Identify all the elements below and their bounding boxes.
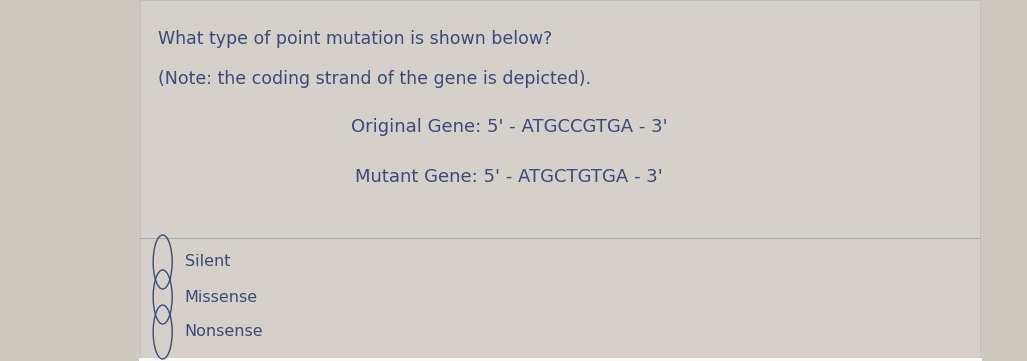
- Text: (Note: the coding strand of the gene is depicted).: (Note: the coding strand of the gene is …: [158, 70, 591, 88]
- Text: Mutant Gene: 5' - ATGCTGTGA - 3': Mutant Gene: 5' - ATGCTGTGA - 3': [355, 168, 663, 186]
- Text: What type of point mutation is shown below?: What type of point mutation is shown bel…: [158, 30, 551, 48]
- Text: Silent: Silent: [185, 255, 230, 270]
- FancyBboxPatch shape: [140, 0, 980, 361]
- Text: Missense: Missense: [185, 290, 258, 304]
- Text: Original Gene: 5' - ATGCCGTGA - 3': Original Gene: 5' - ATGCCGTGA - 3': [351, 118, 668, 136]
- Text: Nonsense: Nonsense: [185, 325, 263, 339]
